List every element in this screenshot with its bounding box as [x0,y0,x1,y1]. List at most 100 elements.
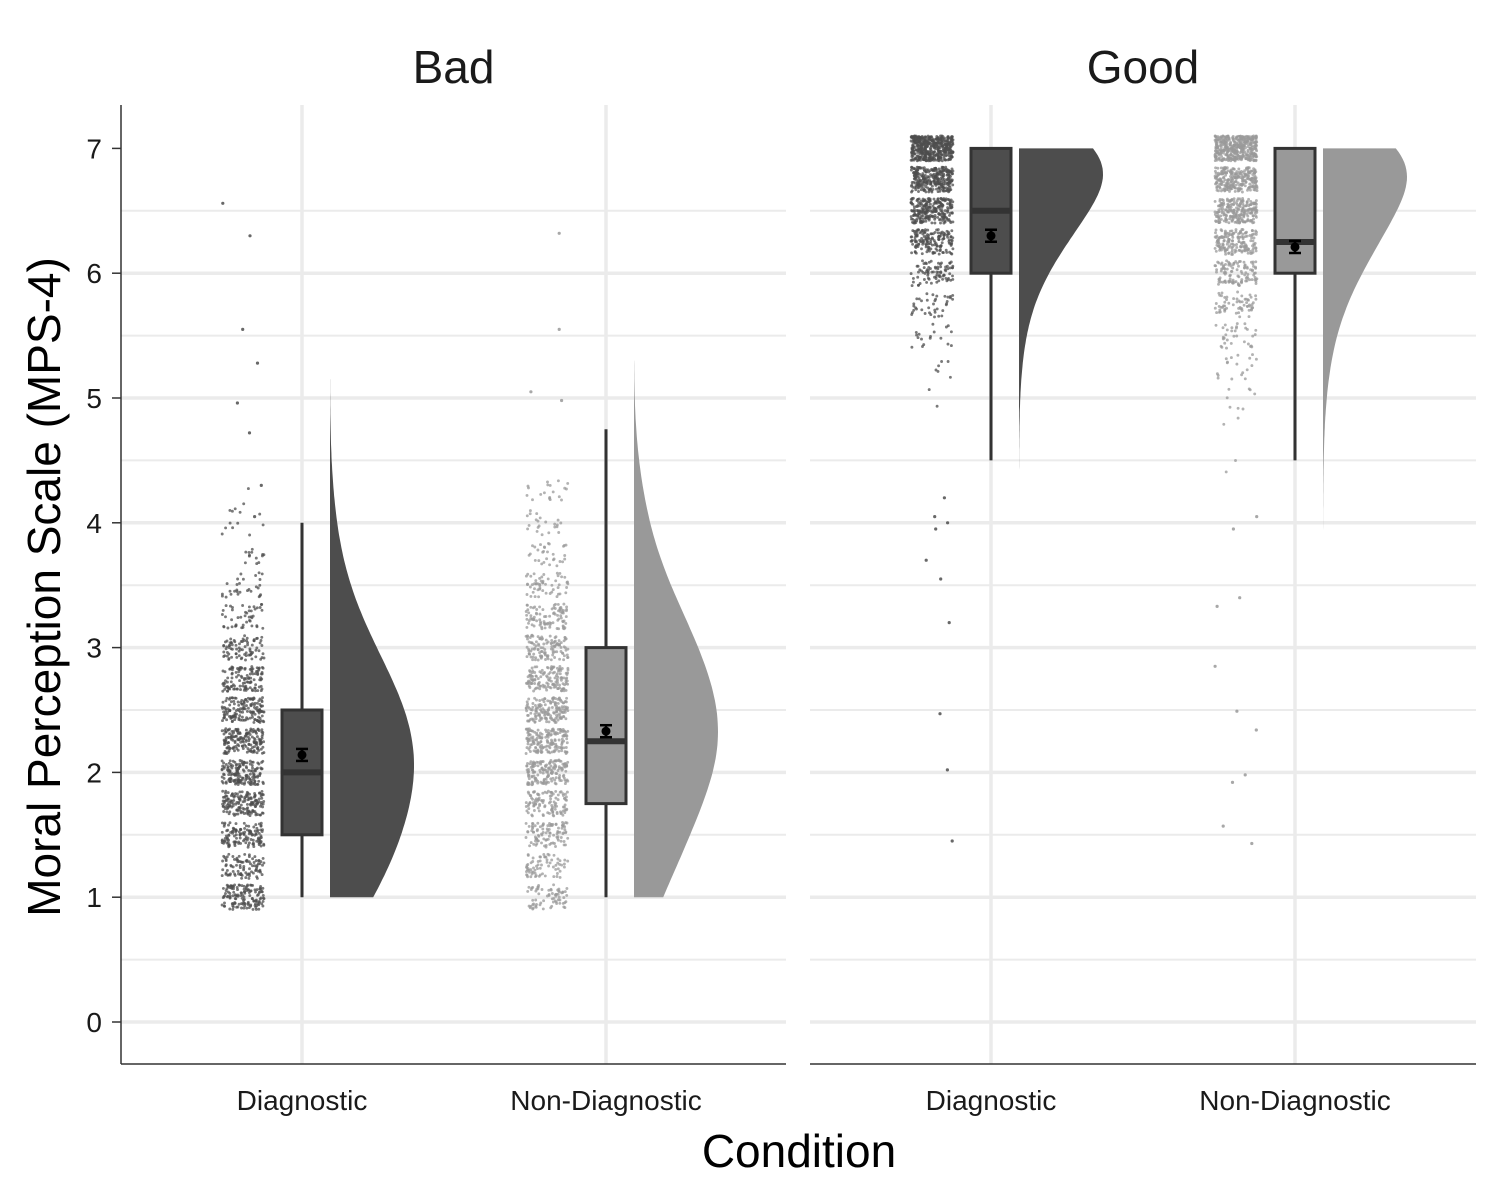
data-point [248,716,252,720]
data-point [559,779,563,783]
data-point [945,299,949,303]
data-point [238,883,242,887]
data-point [562,862,566,866]
data-point [944,325,948,329]
data-point [559,790,563,794]
data-point [1231,266,1235,270]
data-point [927,137,931,141]
data-point [533,779,537,783]
data-point [565,605,569,609]
data-point [261,856,265,860]
data-point [546,750,550,754]
data-point [928,149,932,153]
data-point [257,595,261,599]
data-point [564,717,568,721]
data-point [536,648,540,652]
data-point [253,855,257,859]
data-point [545,780,549,784]
data-point [525,603,529,607]
data-point [1234,459,1237,462]
data-point [916,168,920,172]
data-point [247,876,251,880]
data-point [1221,244,1225,248]
data-point [560,710,564,714]
data-point [535,529,539,533]
data-point [1234,228,1238,232]
data-point [561,820,564,824]
data-point [546,824,550,828]
data-point [238,866,242,870]
data-point [249,769,253,773]
data-point [564,900,568,904]
data-point [532,770,536,774]
data-point [258,890,262,894]
data-point [525,593,529,596]
data-point [925,152,929,156]
data-point [917,270,920,274]
data-point [258,641,262,645]
data-point [542,899,546,903]
data-point [536,525,540,529]
data-point [563,828,567,832]
data-point [249,838,253,841]
data-point [1245,368,1249,372]
data-point [527,523,531,527]
data-point [549,764,553,768]
data-point [229,604,232,608]
data-point [542,642,546,646]
data-point [246,680,250,684]
data-point [542,651,546,655]
data-point [256,893,259,897]
data-point [544,658,547,661]
data-point [527,807,531,811]
data-point [1254,265,1257,269]
data-point [558,709,562,713]
data-point [1254,199,1258,203]
data-point [545,838,549,842]
data-point [552,800,556,804]
data-point [528,669,532,673]
data-point [222,895,226,899]
data-point [917,183,921,187]
data-point [921,204,925,208]
data-point [227,644,231,647]
data-point [562,734,566,738]
data-point [1233,329,1237,333]
data-point [251,841,255,845]
data-point [231,746,235,750]
data-point [527,652,531,656]
data-point [560,498,563,502]
data-point [1225,346,1228,350]
data-point [1222,336,1226,340]
data-point [525,655,529,659]
data-point [244,876,248,880]
data-point [248,894,252,898]
data-point [914,176,918,180]
data-point [250,624,254,628]
data-point [556,867,560,871]
data-point [951,247,955,251]
data-point [227,714,231,718]
data-point [565,696,569,700]
data-point [918,268,922,272]
data-point [945,250,949,254]
data-point [241,744,244,748]
data-point [232,857,236,861]
data-point [1238,205,1242,208]
data-point [942,155,946,159]
data-point [548,563,552,567]
data-point [558,592,562,596]
data-point [553,656,557,659]
data-point [527,697,531,701]
data-point [551,647,555,651]
data-point [538,825,542,829]
data-point [924,180,927,184]
data-point [244,775,248,779]
data-point [565,764,569,768]
data-point [911,140,915,144]
data-point [232,834,236,838]
data-point [944,276,948,280]
facet-title: Good [1087,41,1200,93]
data-point [242,897,246,901]
data-point [938,169,942,173]
